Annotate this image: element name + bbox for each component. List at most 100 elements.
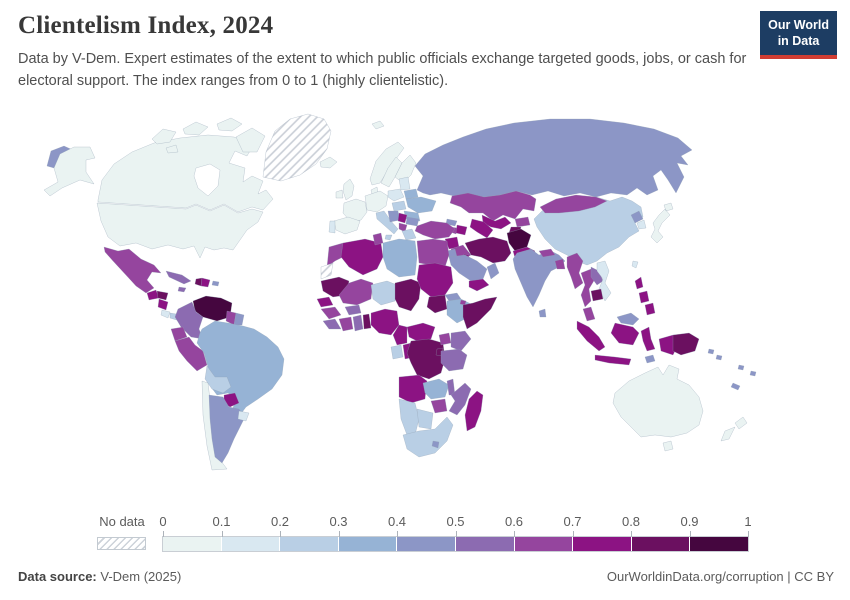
region-central-african-republic[interactable] (406, 322, 436, 342)
region-drc[interactable] (406, 338, 446, 380)
region-united-states[interactable] (96, 202, 264, 259)
region-greece[interactable] (401, 228, 417, 241)
region-tanzania[interactable] (440, 348, 468, 372)
region-portugal[interactable] (328, 220, 336, 234)
region-sri-lanka[interactable] (538, 308, 547, 318)
region-libya[interactable] (382, 238, 418, 278)
region-spain[interactable] (333, 216, 361, 235)
legend-bin[interactable] (514, 537, 574, 551)
region-indonesia-java[interactable] (594, 354, 632, 366)
region-azerbaijan[interactable] (455, 224, 468, 236)
region-philippines[interactable] (634, 276, 656, 316)
region-malaysia-peninsular[interactable] (582, 306, 596, 322)
region-yemen[interactable] (468, 278, 490, 292)
region-ireland[interactable] (335, 189, 344, 199)
region-uganda[interactable] (438, 332, 452, 346)
region-cambodia[interactable] (590, 288, 604, 302)
region-poland[interactable] (387, 188, 405, 202)
region-south-sudan[interactable] (426, 294, 448, 314)
region-greenland[interactable] (262, 113, 332, 182)
region-peru[interactable] (174, 336, 208, 372)
region-ukraine[interactable] (405, 196, 437, 214)
region-indonesia-sumatra[interactable] (576, 320, 606, 352)
region-north-korea[interactable] (630, 210, 644, 224)
region-kyrgyzstan[interactable] (514, 216, 531, 228)
region-russia[interactable] (414, 118, 693, 198)
region-egypt[interactable] (416, 238, 450, 268)
legend-bin[interactable] (338, 537, 398, 551)
region-tunisia[interactable] (372, 232, 384, 246)
region-iceland[interactable] (319, 156, 338, 169)
region-vanuatu-fiji[interactable] (737, 364, 757, 377)
region-zimbabwe[interactable] (430, 398, 448, 414)
region-timor[interactable] (644, 354, 656, 364)
region-western-sahara[interactable] (320, 262, 334, 280)
region-mozambique[interactable] (448, 382, 472, 416)
region-south-korea[interactable] (636, 219, 647, 230)
legend-bin[interactable] (690, 537, 748, 551)
region-nicaragua[interactable] (157, 298, 169, 311)
region-argentina[interactable] (208, 394, 246, 464)
region-norway[interactable] (369, 141, 405, 186)
region-alaska[interactable] (43, 146, 96, 197)
legend-bin[interactable] (455, 537, 515, 551)
region-japan[interactable] (650, 202, 674, 244)
region-australia[interactable] (612, 364, 704, 452)
region-kenya[interactable] (450, 330, 472, 352)
region-angola[interactable] (398, 374, 428, 404)
region-namibia[interactable] (398, 398, 420, 436)
attribution-link[interactable]: OurWorldinData.org/corruption | CC BY (606, 569, 834, 584)
region-turkey[interactable] (414, 220, 456, 240)
region-guinea[interactable] (320, 306, 342, 320)
region-south-africa[interactable] (402, 416, 454, 458)
region-nigeria[interactable] (370, 308, 400, 336)
region-myanmar[interactable] (566, 252, 584, 290)
region-botswana[interactable] (416, 408, 434, 430)
region-solomon-islands[interactable] (707, 348, 723, 361)
legend-bin[interactable] (397, 537, 456, 551)
region-hungary[interactable] (391, 200, 407, 212)
owid-logo[interactable]: Our World in Data (760, 11, 837, 59)
legend-bin[interactable] (631, 537, 691, 551)
region-puerto-rico[interactable] (211, 280, 220, 287)
region-arctic-islands[interactable] (151, 117, 266, 154)
region-uruguay[interactable] (237, 410, 250, 422)
region-new-zealand[interactable] (720, 416, 748, 442)
region-kazakhstan[interactable] (449, 190, 537, 222)
region-united-kingdom[interactable] (342, 178, 355, 201)
region-svalbard[interactable] (371, 120, 385, 130)
region-zambia[interactable] (422, 378, 450, 400)
region-indonesia-sulawesi[interactable] (640, 326, 656, 352)
legend-bin[interactable] (280, 537, 339, 551)
region-niger[interactable] (370, 280, 398, 306)
region-ecuador[interactable] (170, 326, 188, 342)
region-cuba[interactable] (165, 270, 192, 285)
region-france[interactable] (342, 198, 368, 223)
legend-bin[interactable] (573, 537, 632, 551)
region-belarus[interactable] (403, 188, 419, 200)
region-india[interactable] (512, 248, 566, 308)
region-somalia[interactable] (462, 296, 498, 330)
region-malaysia-borneo[interactable] (616, 312, 640, 326)
region-bolivia[interactable] (204, 365, 232, 394)
region-central-europe[interactable] (364, 190, 389, 213)
region-gabon[interactable] (390, 344, 404, 360)
legend-bin[interactable] (221, 537, 281, 551)
region-suriname[interactable] (233, 312, 245, 326)
region-italy[interactable] (375, 210, 399, 241)
region-sudan[interactable] (416, 262, 454, 298)
region-ghana[interactable] (352, 314, 364, 332)
region-togo-benin[interactable] (362, 313, 372, 330)
region-new-caledonia[interactable] (730, 382, 741, 391)
region-papua-new-guinea[interactable] (672, 332, 700, 356)
legend-bin[interactable] (163, 537, 222, 551)
region-nepal[interactable] (538, 248, 556, 258)
region-serbia[interactable] (397, 212, 408, 224)
region-lesotho[interactable] (431, 440, 440, 449)
region-cameroon[interactable] (392, 324, 408, 346)
region-djibouti[interactable] (459, 299, 467, 306)
region-senegal[interactable] (316, 296, 334, 308)
region-bangladesh[interactable] (554, 258, 566, 270)
region-indonesia-borneo[interactable] (610, 322, 640, 346)
region-sierra-leone-liberia[interactable] (322, 318, 342, 330)
